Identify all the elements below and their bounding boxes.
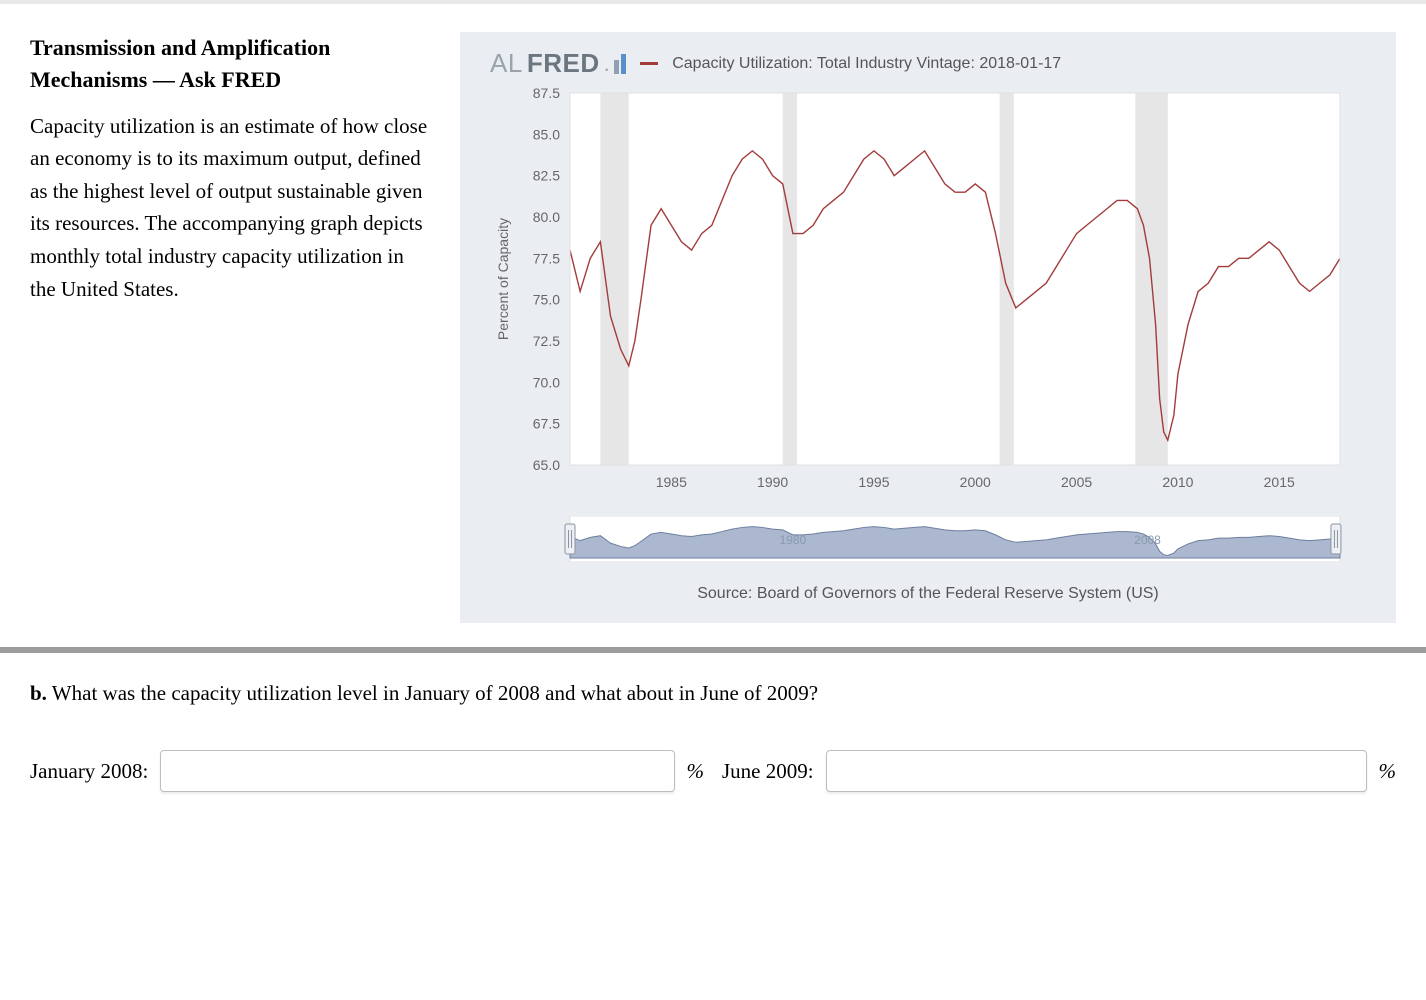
legend-swatch bbox=[640, 62, 658, 65]
svg-text:77.5: 77.5 bbox=[533, 250, 560, 266]
capacity-chart: 65.0 67.5 70.0 72.5 75.0 77.5 80.0 82.5 85.0 87.5… bbox=[480, 85, 1360, 505]
legend-label: Capacity Utilization: Total Industry Vin… bbox=[672, 55, 1061, 73]
svg-text:65.0: 65.0 bbox=[533, 457, 560, 473]
svg-text:2015: 2015 bbox=[1264, 474, 1295, 490]
chart-source: Source: Board of Governors of the Federa… bbox=[480, 585, 1376, 603]
svg-text:2000: 2000 bbox=[960, 474, 991, 490]
chart-panel: ALFRED. Capacity Utilization: Total Indu… bbox=[460, 32, 1396, 623]
svg-text:87.5: 87.5 bbox=[533, 85, 560, 101]
svg-text:1995: 1995 bbox=[858, 474, 889, 490]
svg-text:80.0: 80.0 bbox=[533, 209, 560, 225]
range-selector[interactable]: 1980 2008 bbox=[480, 516, 1360, 562]
svg-text:67.5: 67.5 bbox=[533, 416, 560, 432]
svg-text:1980: 1980 bbox=[780, 533, 807, 547]
svg-text:1985: 1985 bbox=[656, 474, 687, 490]
alfred-logo: ALFRED. bbox=[490, 48, 626, 79]
answer-label-jan2008: January 2008: bbox=[30, 759, 148, 784]
section-body: Capacity utilization is an estimate of h… bbox=[30, 110, 430, 305]
alfred-bars-icon bbox=[614, 54, 626, 74]
svg-text:2008: 2008 bbox=[1134, 533, 1161, 547]
svg-text:2005: 2005 bbox=[1061, 474, 1092, 490]
question-prefix: b. bbox=[30, 681, 47, 705]
svg-text:82.5: 82.5 bbox=[533, 168, 560, 184]
svg-text:85.0: 85.0 bbox=[533, 126, 560, 142]
svg-text:72.5: 72.5 bbox=[533, 333, 560, 349]
answer-input-jun2009[interactable] bbox=[826, 750, 1367, 792]
percent-symbol: % bbox=[1379, 759, 1397, 784]
svg-text:75.0: 75.0 bbox=[533, 292, 560, 308]
svg-text:1990: 1990 bbox=[757, 474, 788, 490]
answer-label-jun2009: June 2009: bbox=[722, 759, 814, 784]
question-text: b. What was the capacity utilization lev… bbox=[30, 681, 1396, 706]
percent-symbol: % bbox=[687, 759, 705, 784]
answer-input-jan2008[interactable] bbox=[160, 750, 674, 792]
svg-text:2010: 2010 bbox=[1162, 474, 1193, 490]
svg-text:70.0: 70.0 bbox=[533, 374, 560, 390]
section-heading: Transmission and Amplification Mechanism… bbox=[30, 32, 430, 96]
svg-text:Percent of Capacity: Percent of Capacity bbox=[495, 218, 511, 340]
